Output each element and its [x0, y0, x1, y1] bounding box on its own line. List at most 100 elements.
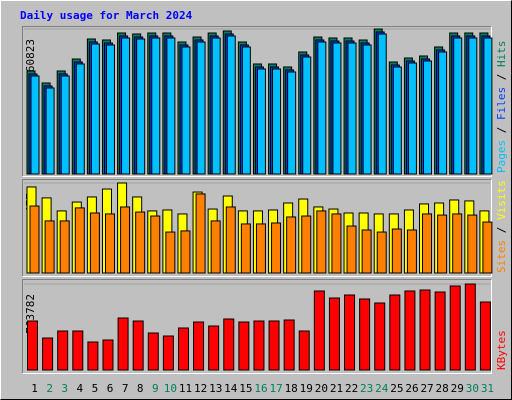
- legend: Pages / Files / Hits: [495, 41, 508, 174]
- bar: [120, 206, 131, 274]
- bar: [437, 214, 448, 274]
- bar: [406, 229, 417, 274]
- bar: [136, 38, 146, 175]
- x-tick-label: 4: [77, 382, 84, 395]
- bar: [45, 87, 55, 175]
- bar: [238, 321, 250, 371]
- x-tick-label: 30: [466, 382, 479, 395]
- bar: [359, 298, 371, 371]
- bar: [195, 193, 206, 274]
- x-tick-label: 17: [269, 382, 282, 395]
- bar: [434, 291, 446, 371]
- bar: [389, 294, 401, 371]
- bar: [328, 297, 340, 371]
- bar: [151, 37, 161, 175]
- x-tick-label: 19: [300, 382, 313, 395]
- bar: [298, 330, 310, 371]
- bar: [302, 56, 312, 175]
- x-tick-label: 20: [315, 382, 328, 395]
- bar: [347, 42, 357, 175]
- bar: [60, 75, 70, 175]
- panel-edge: [22, 279, 492, 374]
- x-tick-label: 27: [420, 382, 433, 395]
- legend-entry: Files: [495, 87, 508, 120]
- bar: [165, 231, 176, 274]
- bar: [208, 325, 220, 371]
- x-tick-label: 29: [451, 382, 464, 395]
- bar: [438, 51, 448, 175]
- bar: [271, 222, 282, 274]
- x-tick-label: 24: [375, 382, 389, 395]
- x-tick-label: 9: [152, 382, 159, 395]
- bar: [468, 37, 478, 175]
- legend-entry: Pages: [495, 140, 508, 173]
- x-tick-label: 23: [360, 382, 373, 395]
- bar: [362, 44, 372, 175]
- chart-title: Daily usage for March 2024: [20, 9, 193, 22]
- x-tick-label: 12: [194, 382, 207, 395]
- bar: [332, 42, 342, 175]
- bar: [449, 285, 461, 371]
- bar: [376, 231, 387, 274]
- bar: [181, 46, 191, 175]
- bar: [226, 35, 236, 175]
- panel-edge: [22, 26, 492, 177]
- bar: [392, 66, 402, 175]
- bar: [268, 320, 280, 371]
- bar: [253, 320, 265, 371]
- panel-edge: [22, 179, 492, 277]
- x-tick-label: 18: [285, 382, 298, 395]
- bar: [90, 43, 100, 175]
- x-tick-label: 21: [330, 382, 343, 395]
- bar: [105, 44, 115, 175]
- x-tick-label: 7: [122, 382, 129, 395]
- bar: [272, 68, 282, 175]
- legend-entry: Visits: [495, 180, 508, 220]
- bar: [391, 228, 402, 274]
- bar: [59, 220, 70, 274]
- bar: [225, 206, 236, 274]
- bar: [241, 46, 251, 175]
- bar: [453, 37, 463, 175]
- x-tick-label: 15: [239, 382, 252, 395]
- bar: [147, 332, 159, 371]
- bar: [422, 213, 433, 274]
- bar: [102, 339, 114, 371]
- bar: [317, 41, 327, 175]
- bar: [287, 71, 297, 175]
- x-tick-label: 13: [209, 382, 222, 395]
- y-tick-label: 60823: [24, 39, 37, 72]
- bar: [193, 321, 205, 371]
- bar: [29, 205, 40, 274]
- bar: [344, 294, 356, 371]
- x-tick-label: 31: [481, 382, 494, 395]
- x-tick-label: 22: [345, 382, 358, 395]
- legend-entry: KBytes: [495, 330, 508, 370]
- bar: [361, 229, 372, 274]
- bar: [419, 289, 431, 371]
- legend-separator: /: [495, 120, 508, 140]
- bar: [162, 335, 174, 371]
- x-tick-label: 1: [31, 382, 38, 395]
- bar: [30, 75, 40, 175]
- bar: [482, 221, 493, 274]
- bar: [377, 33, 387, 175]
- panel-edge: [22, 279, 492, 374]
- bar: [74, 207, 85, 274]
- bar: [452, 213, 463, 274]
- bar: [210, 220, 221, 274]
- bar: [283, 319, 295, 371]
- legend: Sites / Visits: [495, 180, 508, 273]
- bar: [313, 290, 325, 371]
- bar: [135, 211, 146, 274]
- bar: [483, 37, 493, 175]
- bar: [374, 302, 386, 371]
- bar: [316, 210, 327, 274]
- bar: [75, 63, 85, 175]
- bar: [177, 327, 189, 371]
- bar: [166, 37, 176, 175]
- bar: [404, 290, 416, 371]
- bar: [150, 215, 161, 274]
